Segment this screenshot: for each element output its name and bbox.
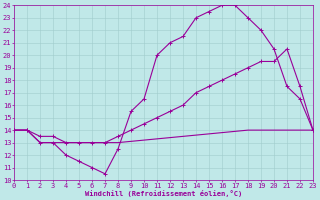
X-axis label: Windchill (Refroidissement éolien,°C): Windchill (Refroidissement éolien,°C) [85,190,242,197]
